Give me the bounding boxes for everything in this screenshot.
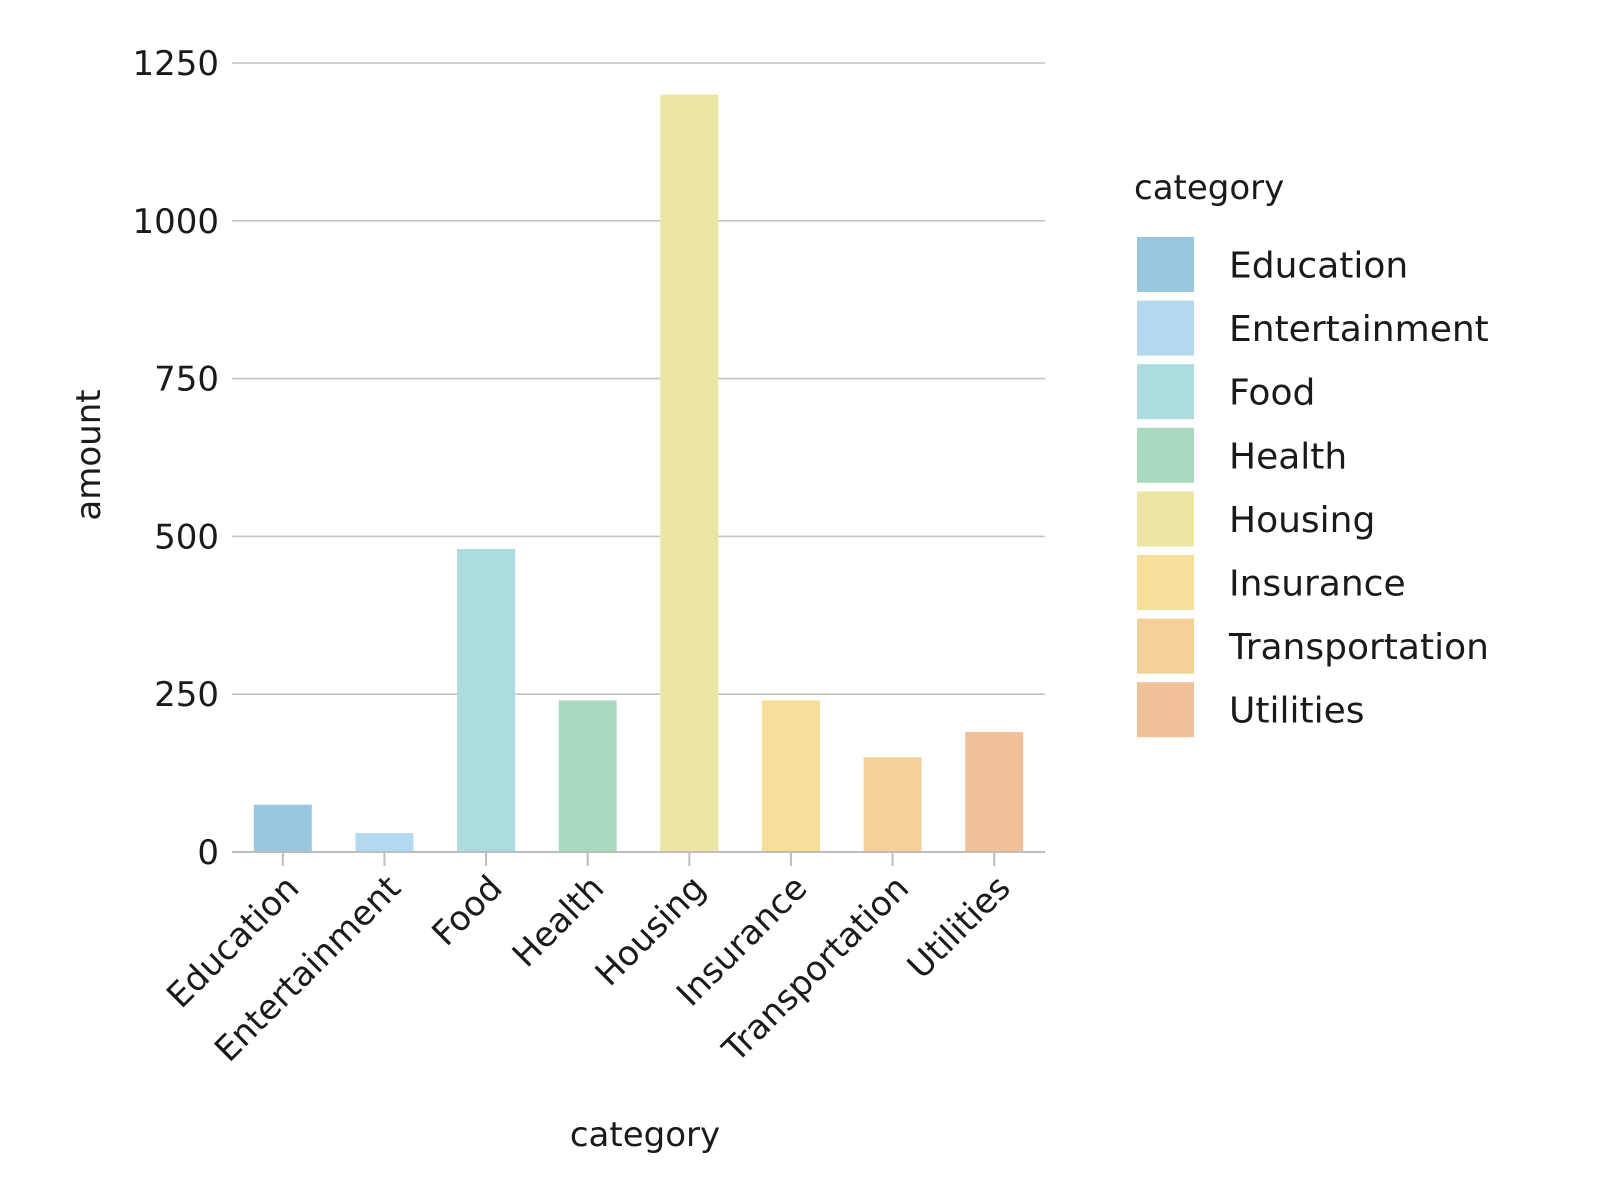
legend-label: Entertainment — [1229, 309, 1489, 350]
bar-transportation — [863, 757, 922, 852]
bar-entertainment — [355, 833, 414, 852]
x-tick-label: Utilities — [900, 868, 1019, 987]
legend-swatch — [1137, 682, 1194, 738]
legend-label: Health — [1229, 436, 1347, 477]
legend-swatch — [1137, 364, 1194, 420]
y-tick-label: 1250 — [132, 44, 219, 84]
bars — [253, 94, 1024, 852]
y-tick-label: 250 — [154, 675, 219, 715]
legend-label: Insurance — [1229, 564, 1406, 605]
legend: category Education Entertainment Food Healt… — [1134, 168, 1489, 738]
x-tick-label: Transportation — [714, 868, 917, 1071]
x-axis-title: category — [570, 1115, 720, 1155]
legend-swatch — [1137, 491, 1194, 547]
axes: 025050075010001250EducationEntertainment… — [132, 44, 1045, 1071]
x-tick-label: Food — [424, 868, 510, 954]
bar-health — [558, 700, 617, 852]
legend-swatch — [1137, 427, 1194, 483]
legend-label: Utilities — [1229, 691, 1365, 732]
bar-education — [253, 804, 312, 852]
gridlines — [232, 62, 1045, 696]
legend-items: Education Entertainment Food Health Housing I… — [1137, 237, 1489, 738]
y-tick-label: 750 — [154, 360, 219, 400]
legend-label: Housing — [1229, 500, 1375, 541]
legend-label: Transportation — [1228, 627, 1489, 668]
legend-swatch — [1137, 300, 1194, 356]
x-tick-label: Entertainment — [207, 868, 409, 1070]
legend-label: Education — [1229, 246, 1408, 287]
legend-title: category — [1134, 168, 1284, 208]
y-axis-title: amount — [69, 389, 109, 520]
legend-swatch — [1137, 555, 1194, 610]
y-tick-label: 1000 — [132, 202, 219, 242]
bar-food — [457, 549, 516, 852]
bar-insurance — [761, 700, 820, 852]
legend-label: Food — [1229, 373, 1315, 414]
y-tick-label: 500 — [154, 517, 219, 557]
legend-swatch — [1137, 618, 1194, 674]
bar-housing — [660, 94, 719, 852]
legend-swatch — [1137, 237, 1194, 292]
bar-utilities — [965, 732, 1024, 852]
y-tick-label: 0 — [197, 833, 219, 873]
